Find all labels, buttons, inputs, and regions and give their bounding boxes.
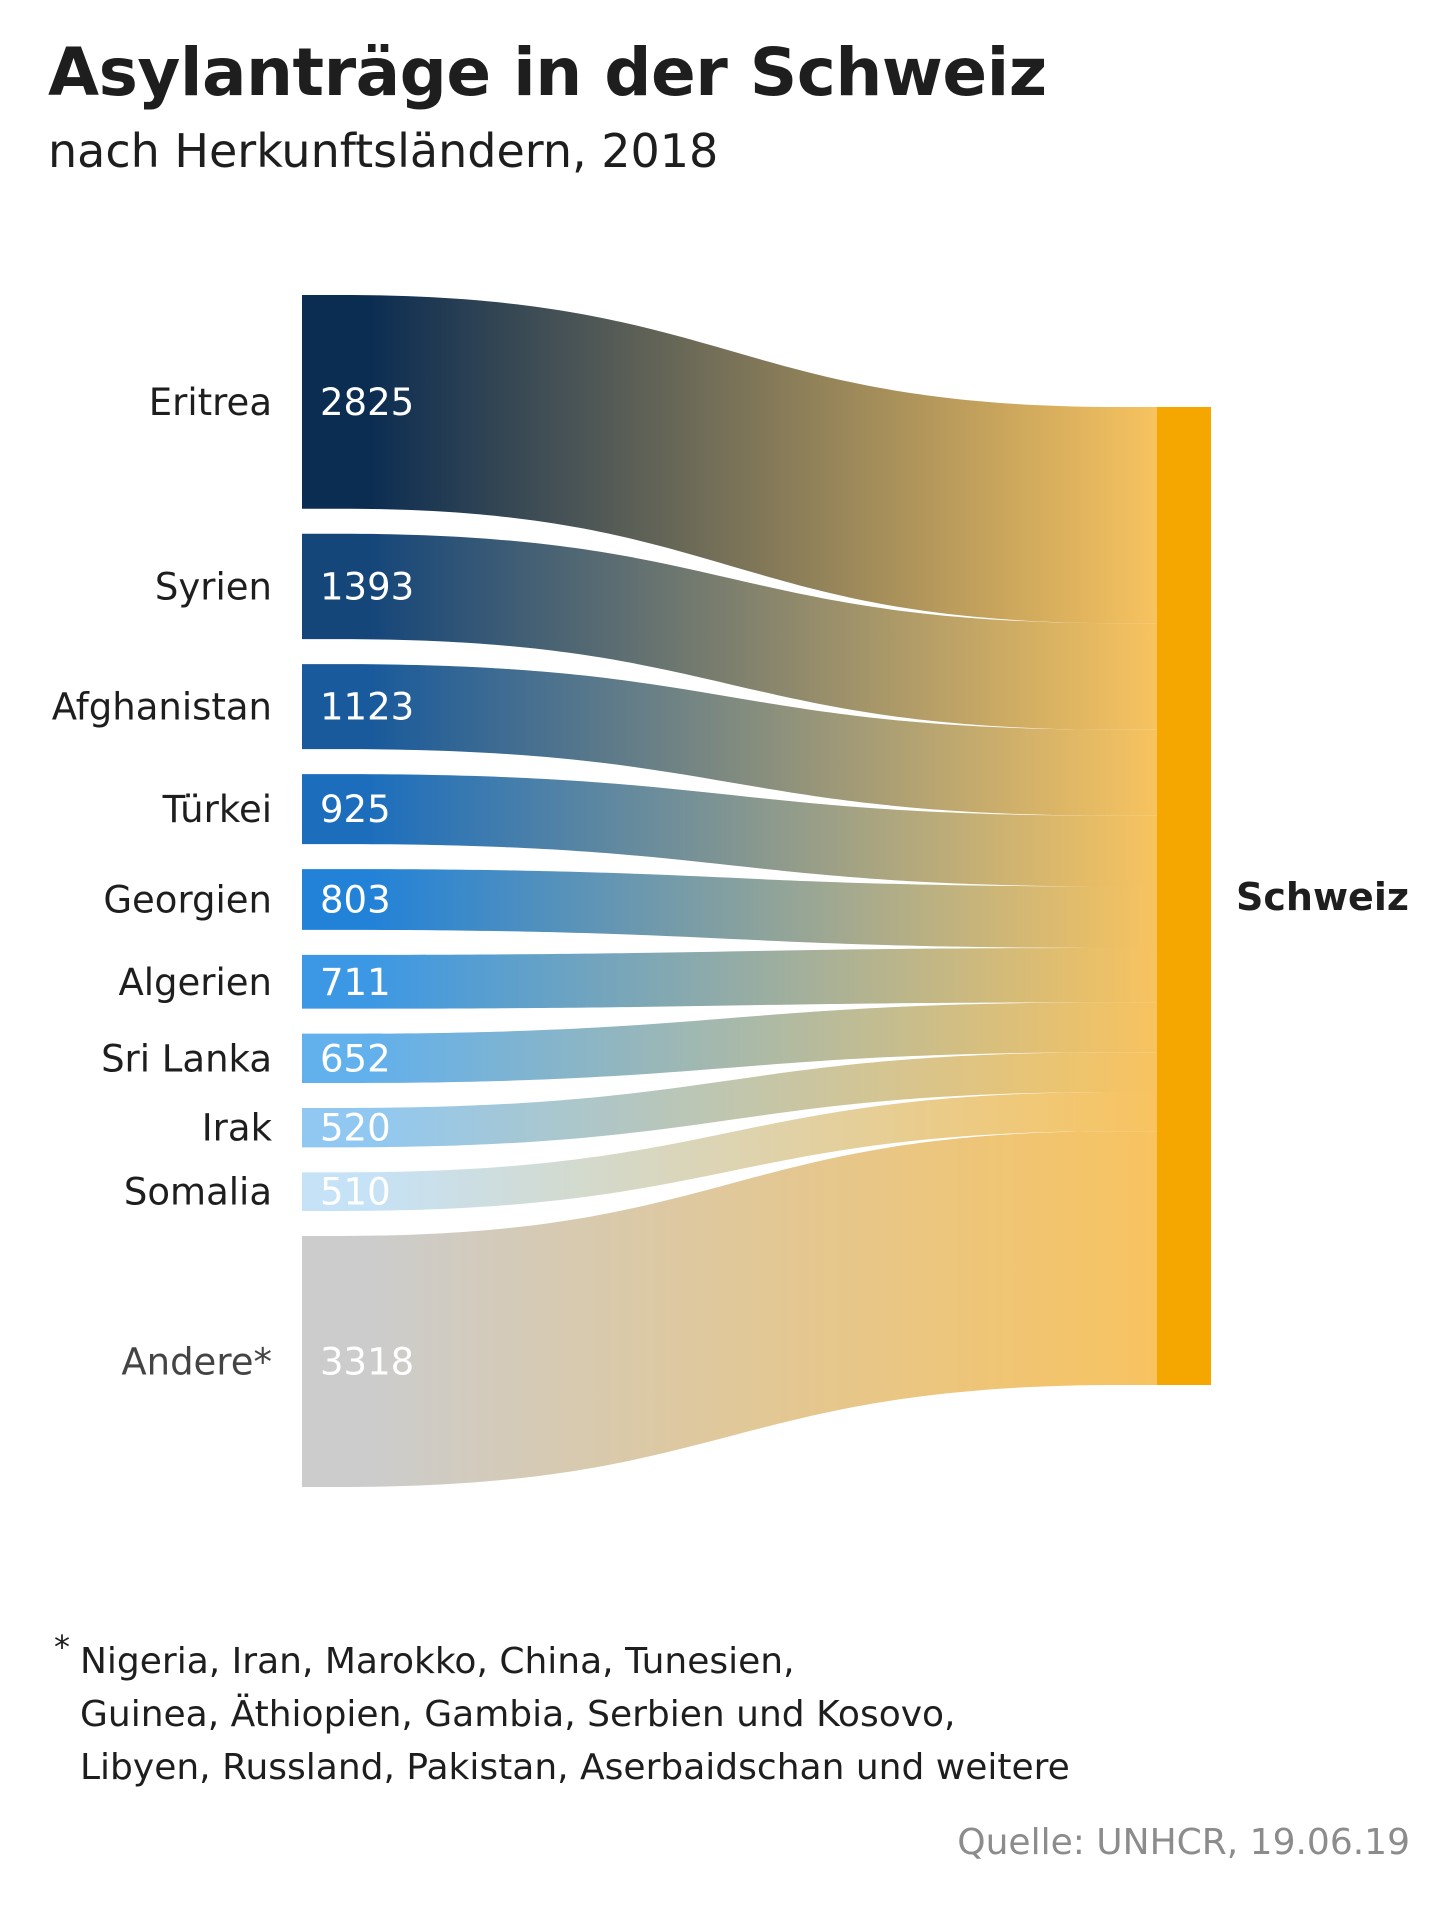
flow-value-label: 652 — [320, 1037, 391, 1080]
flow-sri-lanka — [302, 1002, 1157, 1084]
footnote-line-2: Guinea, Äthiopien, Gambia, Serbien und K… — [80, 1694, 956, 1735]
flow-value-label: 711 — [320, 961, 391, 1004]
flow-somalia — [302, 1092, 1157, 1211]
target-label: Schweiz — [1236, 875, 1409, 919]
flow-label: Irak — [202, 1107, 273, 1150]
target-bar — [1157, 407, 1211, 1385]
flow-label: Syrien — [155, 565, 272, 608]
flow-value-label: 520 — [320, 1107, 391, 1150]
flow-afghanistan — [302, 664, 1157, 816]
flow-label: Georgien — [103, 878, 272, 921]
flow-value-label: 1393 — [320, 565, 414, 608]
flow-eritrea — [302, 295, 1157, 624]
chart-subtitle: nach Herkunftsländern, 2018 — [48, 124, 719, 178]
flow-value-label: 510 — [320, 1171, 391, 1214]
flow-value-label: 1123 — [320, 686, 414, 729]
flows-layer — [302, 295, 1211, 1487]
flow-label: Eritrea — [149, 381, 272, 424]
flow-label: Algerien — [118, 961, 272, 1004]
flow-algerien — [302, 947, 1157, 1009]
chart-title: Asylanträge in der Schweiz — [48, 34, 1047, 111]
flow-syrien — [302, 533, 1157, 730]
footnote-line-1: Nigeria, Iran, Marokko, China, Tunesien, — [80, 1641, 795, 1682]
flow-georgien — [302, 869, 1157, 948]
flow-label: Andere* — [121, 1340, 272, 1383]
flow-label: Somalia — [124, 1171, 272, 1214]
flow-label: Türkei — [162, 788, 272, 831]
flow-value-label: 803 — [320, 878, 391, 921]
flow-value-label: 925 — [320, 788, 391, 831]
flow-label: Sri Lanka — [101, 1037, 272, 1080]
source-note: Quelle: UNHCR, 19.06.19 — [957, 1822, 1410, 1863]
footnote-marker: * — [54, 1628, 70, 1666]
footnote: * Nigeria, Iran, Marokko, China, Tunesie… — [54, 1628, 1070, 1794]
flow-value-label: 2825 — [320, 381, 414, 424]
flow-label: Afghanistan — [52, 686, 272, 729]
labels-layer: Eritrea 2825 Syrien 1393 Afghanistan 1123 Türk… — [52, 381, 1409, 1384]
flow-andere — [302, 1131, 1157, 1487]
flow-irak — [302, 1052, 1157, 1148]
flow-türkei — [302, 774, 1157, 887]
footnote-line-3: Libyen, Russland, Pakistan, Aserbaidscha… — [80, 1747, 1070, 1788]
flow-value-label: 3318 — [320, 1340, 414, 1383]
